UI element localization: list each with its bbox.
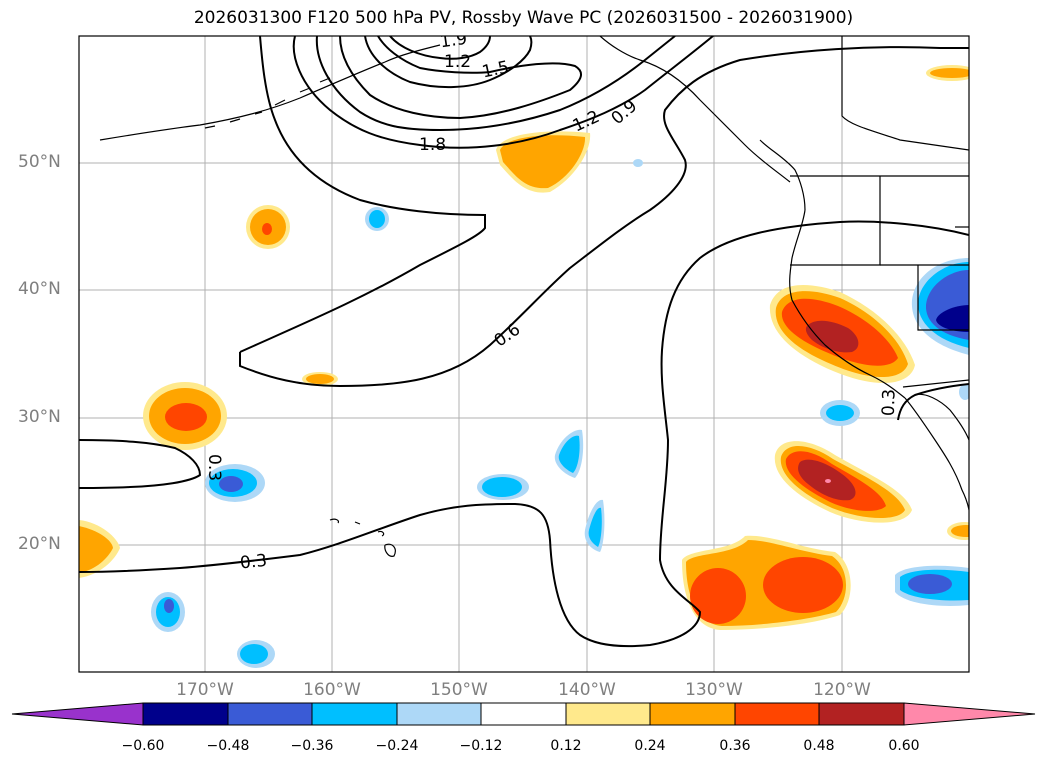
lat-label-30n: 30°N <box>18 407 61 427</box>
colorbar-bin-4 <box>396 702 482 726</box>
pos-blob-west-edge-core <box>79 526 113 573</box>
contour-label-1.5: 1.5 <box>480 57 511 82</box>
contour-label-2.1: 1.9 <box>439 29 469 53</box>
pos-blob-north-central-core <box>500 135 586 189</box>
colorbar-tick-neg048: −0.48 <box>206 738 250 754</box>
contour-label-0.9: 0.9 <box>608 96 642 129</box>
lon-label-160w: 160°W <box>303 680 361 700</box>
contour-0.3-ring <box>79 220 969 648</box>
lon-label-170w: 170°W <box>176 680 234 700</box>
colorbar-bin-6 <box>565 702 651 726</box>
pos-blob-ne-corner-core <box>930 68 969 78</box>
coast-bc <box>759 139 806 211</box>
contour-1.2 <box>315 36 676 132</box>
coast-us-west <box>789 209 906 399</box>
pos-blob-25n-max <box>825 479 831 483</box>
colorbar-bin-1 <box>142 702 229 726</box>
coast-gulf-california <box>914 393 969 441</box>
contour-0.6 <box>239 36 486 353</box>
coastlines <box>99 36 969 557</box>
colorbar <box>11 702 1036 726</box>
border-state-5 <box>917 265 969 331</box>
neg-blob-tiny-east <box>959 384 969 400</box>
contour-label-0.6: 0.6 <box>491 319 525 351</box>
colorbar-tick-neg012: −0.12 <box>459 738 503 754</box>
neg-blob-14n-172w-core <box>164 599 174 613</box>
colorbar-tick-048: 0.48 <box>803 738 835 754</box>
pv-contours <box>79 36 969 648</box>
colorbar-bin-9 <box>818 702 905 726</box>
border-us-mexico <box>902 379 969 388</box>
colorbar-bin-3 <box>311 702 398 726</box>
border-state-2 <box>790 176 881 266</box>
contour-0.3-west <box>79 439 202 489</box>
contour-0.9 <box>292 36 714 149</box>
colorbar-tick-012: 0.12 <box>550 738 582 754</box>
colorbar-tick-060: 0.60 <box>888 738 920 754</box>
border-state-1 <box>841 36 969 151</box>
colorbar-tick-neg024: −0.24 <box>375 738 419 754</box>
colorbar-bin-8 <box>734 702 820 726</box>
colorbar-tick-036: 0.36 <box>719 738 751 754</box>
contour-label-0.3-west: 0.3 <box>204 454 224 481</box>
contour-1.8 <box>364 36 533 89</box>
neg-blob-21n-139w-core <box>588 507 602 547</box>
pos-blob-161w-core <box>306 374 334 384</box>
neg-blob-27n-141w-core <box>558 435 580 473</box>
lat-label-50n: 50°N <box>18 152 61 172</box>
neg-blob-tiny-50n <box>633 159 643 167</box>
neg-blob-25n-168w-core <box>219 476 243 492</box>
coast-aleutians <box>204 77 331 129</box>
pos-blob-16n-east-core <box>763 557 843 613</box>
contour-1.5 <box>339 36 582 120</box>
contour-label-0.3-east: 0.3 <box>879 389 900 417</box>
colorbar-extend-high <box>903 702 1036 726</box>
pos-blob-california-peak <box>805 320 859 353</box>
neg-blob-16n-113w-core <box>908 574 952 594</box>
pos-blob-165w-peak <box>262 223 272 235</box>
colorbar-tick-neg036: −0.36 <box>290 738 334 754</box>
neg-blob-24n-145w-core <box>482 477 522 497</box>
lon-label-140w: 140°W <box>558 680 616 700</box>
coast-baja <box>904 397 969 511</box>
colorbar-bin-2 <box>227 702 313 726</box>
lon-label-130w: 130°W <box>685 680 743 700</box>
contour-label-1.8: 1.8 <box>419 135 446 155</box>
contour-0.6-lower <box>239 46 969 388</box>
contour-labels: 1.9 1.2 1.5 1.8 1.2 0.9 0.6 0.3 0.3 0.3 <box>204 29 900 574</box>
map-title: 2026031300 F120 500 hPa PV, Rossby Wave … <box>193 8 854 28</box>
contour-label-1.2-upper: 1.2 <box>444 52 471 72</box>
negative-anomalies <box>151 159 969 668</box>
coast-hawaii <box>329 518 396 557</box>
colorbar-bin-7 <box>649 702 736 726</box>
lon-label-120w: 120°W <box>813 680 871 700</box>
colorbar-tick-neg060: −0.60 <box>121 738 165 754</box>
neg-blob-12n-166w-core <box>240 644 268 664</box>
coast-gulf-alaska <box>599 36 791 183</box>
pos-blob-se-edge-core <box>951 525 969 537</box>
contour-0.3-east <box>897 383 969 421</box>
neg-blob-46n-core <box>369 210 385 228</box>
pos-blob-16n-west-core <box>690 568 746 624</box>
neg-blob-29n-121w-core <box>826 405 854 421</box>
positive-anomalies <box>79 65 969 630</box>
contour-2.1 <box>389 36 491 60</box>
lon-label-150w: 150°W <box>430 680 488 700</box>
lat-label-20n: 20°N <box>18 534 61 554</box>
lat-label-40n: 40°N <box>18 279 61 299</box>
pos-blob-172w-peak <box>165 403 207 431</box>
colorbar-tick-024: 0.24 <box>634 738 666 754</box>
plot-frame <box>78 35 970 673</box>
colorbar-bin-5 <box>480 702 567 726</box>
colorbar-extend-low <box>11 702 144 726</box>
contour-label-0.3-south: 0.3 <box>239 551 268 574</box>
coast-alaska-peninsula <box>99 44 441 141</box>
neg-blob-38n-east-core <box>936 305 969 332</box>
